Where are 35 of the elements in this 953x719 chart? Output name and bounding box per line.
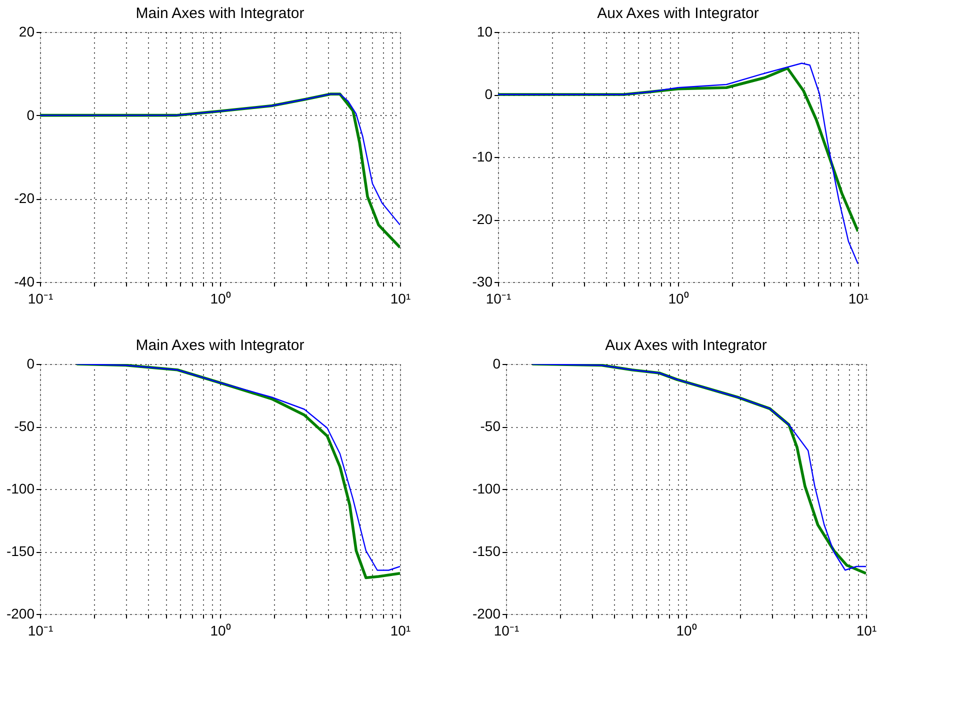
- y-tick-label: 20: [18, 24, 35, 40]
- chart-title: Aux Axes with Integrator: [605, 337, 767, 354]
- x-tick-label: 10⁻¹: [28, 290, 54, 306]
- y-tick-label: -30: [472, 274, 493, 290]
- y-tick-label: 0: [484, 86, 493, 102]
- chart-title: Aux Axes with Integrator: [597, 5, 759, 22]
- y-tick-label: -100: [472, 480, 501, 496]
- x-tick-label: 10¹: [856, 622, 877, 638]
- y-tick-label: -40: [14, 274, 35, 290]
- x-tick-label: 10⁻¹: [494, 622, 520, 638]
- y-tick-label: -50: [14, 418, 35, 434]
- x-tick-label: 10¹: [848, 290, 869, 306]
- y-tick-label: 0: [492, 356, 501, 372]
- y-tick-label: 0: [26, 356, 35, 372]
- y-tick-label: 10: [476, 24, 493, 40]
- chart-title: Main Axes with Integrator: [136, 337, 304, 354]
- x-tick-label: 10⁰: [676, 622, 697, 638]
- y-tick-label: -150: [6, 543, 35, 559]
- x-tick-label: 10⁰: [210, 290, 231, 306]
- y-tick-label: -100: [6, 480, 35, 496]
- y-tick-label: -150: [472, 543, 501, 559]
- y-tick-label: 0: [26, 106, 35, 123]
- y-tick-label: -20: [14, 190, 35, 206]
- x-tick-label: 10¹: [390, 622, 411, 638]
- x-tick-label: 10⁰: [668, 290, 689, 306]
- chart-title: Main Axes with Integrator: [136, 5, 304, 22]
- y-tick-label: -20: [472, 211, 493, 227]
- y-tick-label: -50: [480, 418, 501, 434]
- y-tick-label: -200: [6, 606, 35, 622]
- y-tick-label: -200: [472, 606, 501, 622]
- y-tick-label: -10: [472, 148, 493, 164]
- x-tick-label: 10¹: [390, 290, 411, 306]
- x-tick-label: 10⁻¹: [486, 290, 512, 306]
- x-tick-label: 10⁻¹: [28, 622, 54, 638]
- x-tick-label: 10⁰: [210, 622, 231, 638]
